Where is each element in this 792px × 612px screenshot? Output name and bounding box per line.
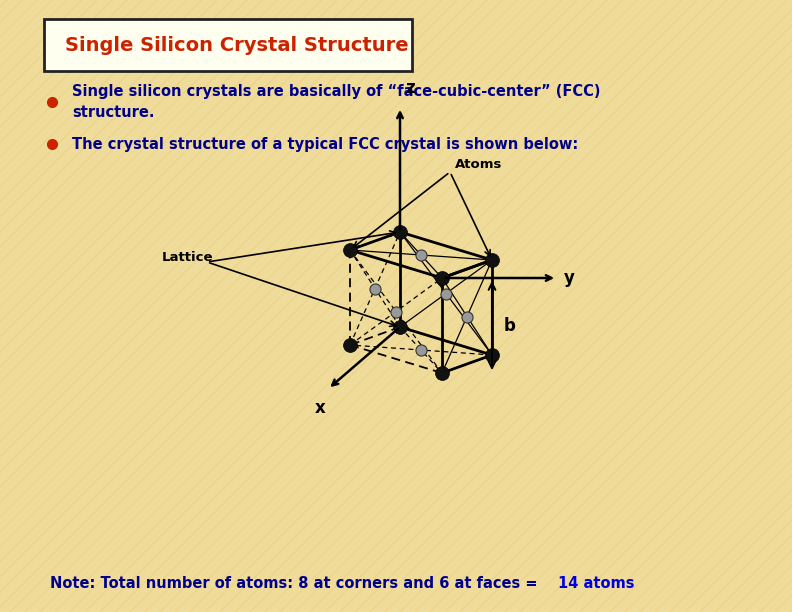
FancyBboxPatch shape	[44, 19, 412, 71]
Text: Single silicon crystals are basically of “face-cubic-center” (FCC)
structure.: Single silicon crystals are basically of…	[72, 84, 600, 120]
Text: x: x	[315, 399, 326, 417]
Text: Atoms: Atoms	[455, 157, 502, 171]
Text: y: y	[564, 269, 575, 287]
Text: 14 atoms: 14 atoms	[558, 577, 634, 592]
Text: b: b	[504, 316, 516, 335]
Text: Single Silicon Crystal Structure: Single Silicon Crystal Structure	[65, 35, 409, 54]
Text: The crystal structure of a typical FCC crystal is shown below:: The crystal structure of a typical FCC c…	[72, 136, 578, 152]
Text: z: z	[405, 79, 415, 97]
Text: Note: Total number of atoms: 8 at corners and 6 at faces =: Note: Total number of atoms: 8 at corner…	[50, 577, 543, 592]
Text: Lattice: Lattice	[162, 250, 214, 264]
